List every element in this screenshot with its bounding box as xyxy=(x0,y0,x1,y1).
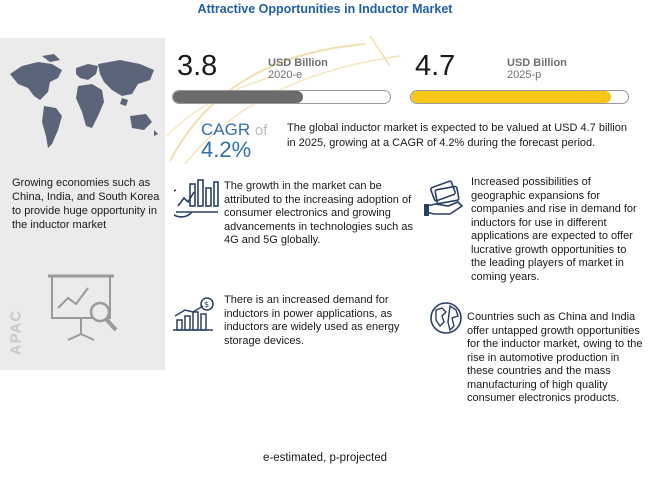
region-description: Growing economies such as China, India, … xyxy=(12,177,160,231)
cagr-label-text: CAGR xyxy=(201,120,251,139)
market-bar-2025 xyxy=(410,90,629,104)
infographic-title: Attractive Opportunities in Inductor Mar… xyxy=(197,2,453,16)
market-year-2025: 2025-p xyxy=(507,69,542,81)
point-text-2: Increased possibilities of geographic ex… xyxy=(471,176,637,283)
point-text-1: The growth in the market can be attribut… xyxy=(224,180,413,246)
svg-text:$: $ xyxy=(204,300,209,309)
globe-icon xyxy=(430,302,462,334)
market-value-2025: 4.7 xyxy=(415,50,456,82)
cagr-of-text: of xyxy=(254,122,268,139)
market-unit-2025: USD Billion xyxy=(507,57,567,69)
market-bar-2025-fill xyxy=(411,91,611,103)
region-panel: Growing economies such as China, India, … xyxy=(0,38,165,370)
market-bar-2020 xyxy=(172,90,391,104)
cagr-value: 4.2% xyxy=(201,137,252,162)
region-label: APAC xyxy=(7,309,25,356)
market-summary: The global inductor market is expected t… xyxy=(287,122,627,149)
point-text-4: Countries such as China and India offer … xyxy=(467,311,643,404)
market-year-2020: 2020-e xyxy=(268,69,303,81)
market-bar-2020-fill xyxy=(173,91,304,103)
cagr-label: CAGR of xyxy=(201,120,267,140)
footnote: e-estimated, p-projected xyxy=(262,452,387,464)
growth-chart-icon xyxy=(174,179,219,218)
market-value-2020: 3.8 xyxy=(177,50,218,82)
world-map-icon xyxy=(10,54,158,148)
market-unit-2020: USD Billion xyxy=(268,57,328,69)
point-text-3: There is an increased demand for inducto… xyxy=(224,294,400,347)
presentation-analysis-icon xyxy=(48,274,118,341)
money-hand-icon xyxy=(424,180,464,216)
dollar-bar-chart-icon: $ xyxy=(173,297,214,331)
